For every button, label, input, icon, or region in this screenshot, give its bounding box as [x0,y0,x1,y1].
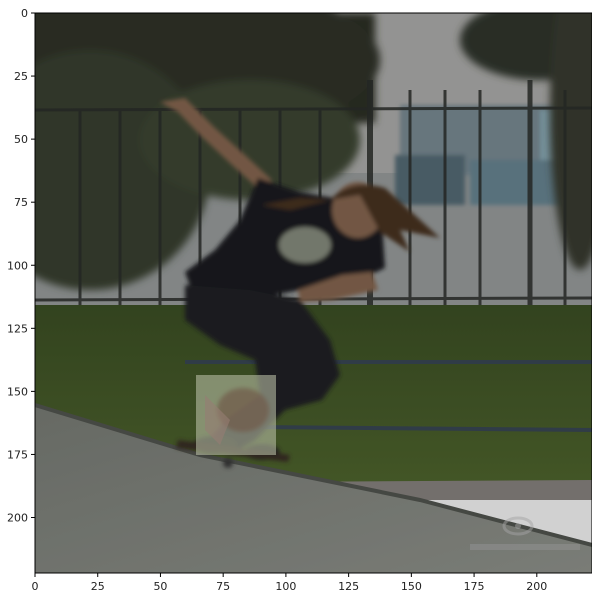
hair [330,184,440,252]
y-tick-label: 150 [7,385,28,398]
x-tick-label: 200 [526,580,547,593]
x-tick-label: 175 [464,580,485,593]
hair-back [262,198,330,210]
photo-watermark [470,516,580,550]
skateboarder [160,98,440,468]
concrete-ramp [35,405,592,573]
x-tick-label: 0 [32,580,39,593]
overlay-patch [196,375,276,455]
shirt-graphic [279,227,331,263]
y-tick-label: 125 [7,322,28,335]
x-tick-label: 125 [338,580,359,593]
axes-frame [34,12,592,574]
dim-veil [35,13,592,573]
y-tick-label: 100 [7,259,28,272]
x-tick-label: 100 [275,580,296,593]
lowered-arm [298,272,378,302]
x-axis: 0 25 50 75 100 125 150 175 200 [32,573,547,593]
y-tick-label: 175 [7,448,28,461]
jeans [185,285,340,455]
lawn-rails [185,360,592,432]
x-tick-label: 50 [153,580,167,593]
x-tick-label: 25 [91,580,105,593]
y-tick-label: 50 [14,133,28,146]
y-tick-label: 0 [21,7,28,20]
x-tick-label: 75 [216,580,230,593]
y-tick-label: 75 [14,196,28,209]
x-tick-label: 150 [401,580,422,593]
skateboard-wheel [223,458,233,468]
y-tick-label: 25 [14,70,28,83]
photo [35,13,592,573]
raised-arm [160,98,272,192]
y-tick-label: 200 [7,512,28,525]
y-axis: 0 25 50 75 100 125 150 175 200 [7,7,35,525]
